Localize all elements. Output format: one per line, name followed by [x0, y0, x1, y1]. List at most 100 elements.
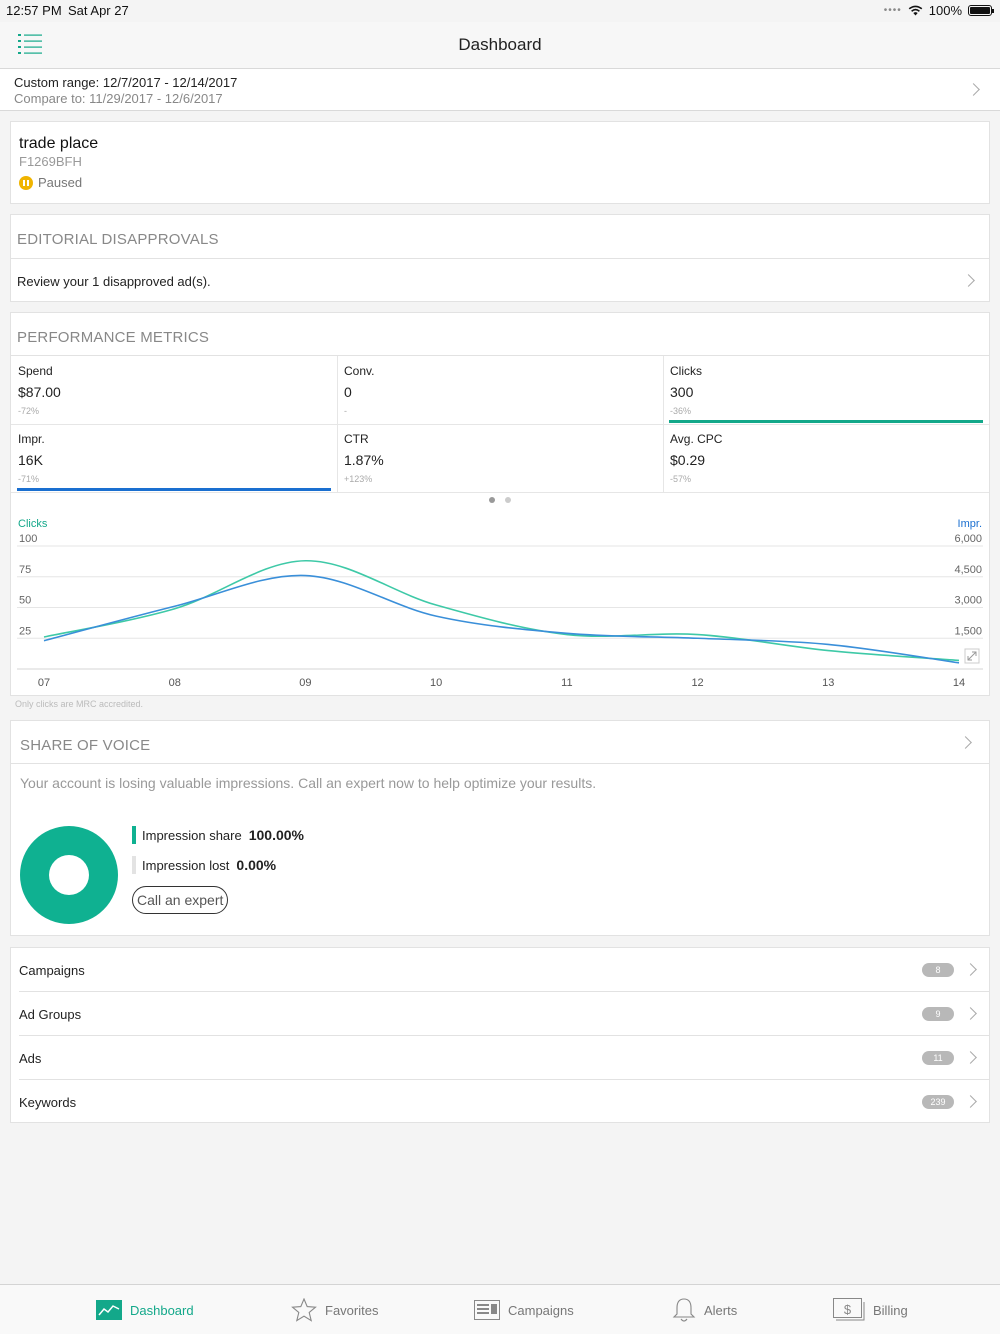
tab-label: Alerts — [704, 1302, 738, 1318]
x-tick-label: 12 — [691, 677, 703, 689]
call-expert-button[interactable]: Call an expert — [132, 886, 229, 914]
list-item-ads[interactable]: Ads 11 — [11, 1036, 989, 1080]
date-range-selector[interactable]: Custom range: 12/7/2017 - 12/14/2017 Com… — [0, 69, 1000, 111]
tab-billing[interactable]: $ Billing — [833, 1296, 908, 1324]
dollar-icon: $ — [833, 1298, 865, 1321]
list-item-label: Ad Groups — [19, 1007, 82, 1022]
share-of-voice-header[interactable]: SHARE OF VOICE — [20, 737, 151, 754]
x-tick-label: 13 — [822, 677, 834, 689]
tab-bar: Dashboard Favorites Campaigns Alerts $ B… — [0, 1284, 1000, 1334]
metric-value: 0 — [344, 384, 352, 400]
x-tick-label: 07 — [38, 677, 50, 689]
paused-icon — [19, 175, 33, 190]
x-tick-label: 10 — [430, 677, 442, 689]
status-date: Sat Apr 27 — [68, 3, 129, 18]
series-line-impr — [43, 574, 960, 664]
battery-percent: 100% — [928, 3, 962, 18]
x-tick-label: 09 — [299, 677, 311, 689]
metric-delta: -57% — [670, 474, 692, 484]
impression-share-label: Impression share — [142, 827, 242, 843]
custom-range-text: Custom range: 12/7/2017 - 12/14/2017 — [14, 75, 238, 90]
tab-campaigns[interactable]: Campaigns — [474, 1296, 574, 1324]
left-tick-label: 100 — [19, 533, 37, 545]
share-of-voice-message: Your account is losing valuable impressi… — [20, 775, 597, 791]
metric-label: Impr. — [18, 432, 45, 446]
menu-icon[interactable] — [18, 32, 44, 56]
signal-icon: •••• — [883, 5, 902, 16]
impression-lost-legend: Impression lost 0.00% — [132, 856, 276, 874]
bell-icon — [672, 1298, 696, 1322]
mrc-note: Only clicks are MRC accredited. — [15, 699, 144, 709]
status-bar: 12:57 PM Sat Apr 27 •••• 100% — [0, 0, 1000, 22]
chevron-right-icon — [964, 1007, 977, 1020]
performance-chart[interactable]: 25 1,500 50 3,000 75 4,500 100 6,000 07 08 09 10 11 1… — [11, 509, 989, 695]
performance-metrics-card: PERFORMANCE METRICS Spend $87.00 -72% Co… — [10, 312, 990, 696]
tab-label: Favorites — [325, 1302, 379, 1318]
list-item-ad-groups[interactable]: Ad Groups 9 — [11, 992, 989, 1036]
tab-alerts[interactable]: Alerts — [672, 1296, 737, 1324]
impression-lost-value: 0.00% — [236, 857, 277, 873]
share-of-voice-card: SHARE OF VOICE Your account is losing va… — [10, 720, 990, 936]
wifi-icon — [908, 5, 923, 16]
metric-conversions[interactable]: Conv. 0 - — [337, 356, 663, 424]
chevron-right-icon — [964, 1095, 977, 1108]
review-disapproved-link[interactable]: Review your 1 disapproved ad(s). — [17, 274, 211, 289]
right-tick-label: 4,500 — [954, 564, 982, 576]
chevron-right-icon — [962, 274, 975, 287]
entity-list-card: Campaigns 8 Ad Groups 9 Ads 11 Keywords … — [10, 947, 990, 1123]
account-card: trade place F1269BFH Paused — [10, 121, 990, 204]
metric-value: 16K — [18, 452, 43, 468]
right-axis-label: Impr. — [958, 518, 982, 530]
metric-delta: -71% — [18, 474, 40, 484]
metric-label: Conv. — [344, 364, 375, 378]
list-item-label: Ads — [19, 1051, 42, 1066]
left-tick-label: 50 — [19, 595, 31, 607]
x-tick-label: 08 — [169, 677, 181, 689]
editorial-disapprovals-card: EDITORIAL DISAPPROVALS Review your 1 dis… — [10, 214, 990, 302]
metric-avg-cpc[interactable]: Avg. CPC $0.29 -57% — [663, 424, 989, 492]
impression-share-legend: Impression share 100.00% — [132, 826, 304, 844]
tab-favorites[interactable]: Favorites — [291, 1296, 378, 1324]
metric-label: Spend — [18, 364, 53, 378]
left-tick-label: 25 — [19, 625, 31, 637]
expand-icon[interactable] — [964, 648, 980, 664]
impression-share-value: 100.00% — [248, 827, 304, 843]
account-status-label: Paused — [38, 175, 83, 190]
page-title: Dashboard — [458, 35, 542, 54]
left-tick-label: 75 — [19, 564, 31, 576]
chevron-right-icon — [964, 963, 977, 976]
tab-label: Dashboard — [130, 1302, 194, 1318]
metric-spend[interactable]: Spend $87.00 -72% — [11, 356, 337, 424]
metrics-page-indicator[interactable] — [489, 497, 511, 503]
campaigns-list-icon — [474, 1300, 500, 1320]
count-badge: 11 — [922, 1051, 954, 1065]
nav-bar: Dashboard — [0, 22, 1000, 69]
metric-label: CTR — [344, 432, 369, 446]
list-item-campaigns[interactable]: Campaigns 8 — [11, 948, 989, 992]
account-id: F1269BFH — [19, 154, 82, 169]
metric-clicks[interactable]: Clicks 300 -36% — [663, 356, 989, 424]
metric-ctr[interactable]: CTR 1.87% +123% — [337, 424, 663, 492]
metric-delta: +123% — [344, 474, 373, 484]
metric-delta: -72% — [18, 406, 40, 416]
right-tick-label: 6,000 — [954, 533, 982, 545]
status-time: 12:57 PM — [6, 3, 62, 18]
series-line-clicks — [43, 559, 960, 662]
tab-dashboard[interactable]: Dashboard — [96, 1296, 194, 1324]
chevron-right-icon — [967, 83, 980, 96]
list-item-keywords[interactable]: Keywords 239 — [11, 1080, 989, 1124]
battery-icon — [968, 5, 994, 16]
status-right: •••• 100% — [883, 3, 994, 18]
account-status: Paused — [19, 175, 82, 190]
count-badge: 9 — [922, 1007, 954, 1021]
metric-value: $87.00 — [18, 384, 61, 400]
metric-impressions[interactable]: Impr. 16K -71% — [11, 424, 337, 492]
list-item-label: Keywords — [19, 1095, 77, 1110]
performance-header: PERFORMANCE METRICS — [17, 329, 210, 346]
clicks-selected-bar — [669, 420, 983, 423]
metric-label: Avg. CPC — [670, 432, 723, 446]
x-tick-label: 11 — [561, 677, 572, 689]
metric-label: Clicks — [670, 364, 702, 378]
chevron-right-icon — [959, 736, 972, 749]
impression-lost-label: Impression lost — [142, 857, 230, 873]
